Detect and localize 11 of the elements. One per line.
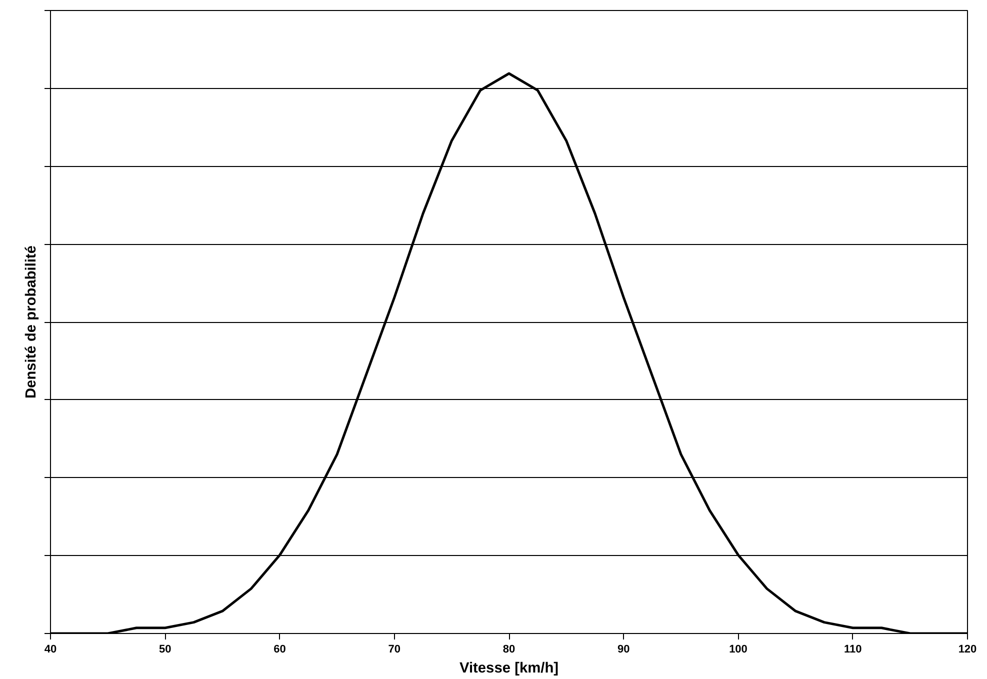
x-tick-label: 120 [958,644,977,656]
x-tick-label: 100 [729,644,748,656]
x-tick-label: 60 [274,644,286,656]
x-axis-title: Vitesse [km/h] [459,660,559,676]
x-tick-label: 40 [44,644,57,656]
x-tick-label: 80 [502,644,516,656]
x-tick-label: 70 [388,644,401,656]
x-tick-label: 50 [159,644,172,656]
x-tick-label: 90 [618,644,630,656]
y-axis-title: Densité de probabilité [24,245,40,399]
x-tick-label: 110 [844,644,862,656]
